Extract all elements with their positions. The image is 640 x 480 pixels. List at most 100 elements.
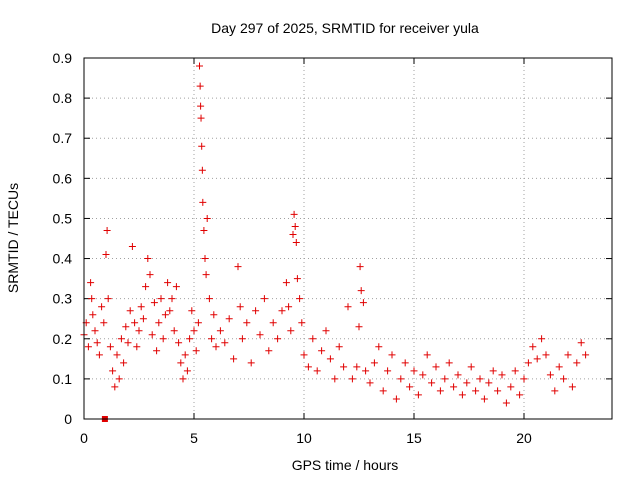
data-point: [269, 319, 277, 327]
data-point: [197, 102, 205, 110]
axis-ticks: 0 0.1 0.2 0.3 0.4 0.5 0.6 0.7 0.8 0.9 0 5 10 15 20: [53, 50, 612, 446]
data-point: [344, 303, 352, 311]
data-point: [300, 351, 308, 359]
data-point: [436, 387, 444, 395]
y-tick-label: 0: [64, 411, 72, 427]
data-point: [476, 375, 484, 383]
data-point: [524, 359, 532, 367]
data-point: [230, 355, 238, 363]
data-point: [157, 295, 165, 303]
data-point: [379, 387, 387, 395]
y-tick-label: 0.2: [53, 331, 73, 347]
data-point: [282, 279, 290, 287]
data-point: [392, 395, 400, 403]
data-point: [146, 271, 154, 279]
data-point: [137, 303, 145, 311]
grid-lines: [84, 58, 612, 419]
data-point: [278, 307, 286, 315]
data-point: [296, 295, 304, 303]
data-point: [529, 343, 537, 351]
data-point: [168, 295, 176, 303]
data-point: [103, 226, 111, 234]
x-axis-title: GPS time / hours: [292, 457, 399, 473]
data-point: [128, 243, 136, 251]
data-point: [221, 339, 229, 347]
data-point: [502, 399, 510, 407]
data-point: [197, 114, 205, 122]
data-point: [87, 279, 95, 287]
data-point: [135, 327, 143, 335]
data-point: [538, 335, 546, 343]
data-point: [109, 367, 117, 375]
data-point: [183, 367, 191, 375]
data-point: [194, 319, 202, 327]
x-tick-label: 0: [80, 430, 88, 446]
data-point: [313, 367, 321, 375]
data-point: [175, 339, 183, 347]
x-tick-label: 20: [516, 430, 532, 446]
data-point: [384, 367, 392, 375]
data-point: [410, 367, 418, 375]
data-point: [322, 327, 330, 335]
data-point: [432, 363, 440, 371]
y-tick-label: 0.7: [53, 130, 73, 146]
data-point: [192, 347, 200, 355]
data-point: [441, 375, 449, 383]
data-point: [340, 363, 348, 371]
y-tick-label: 0.3: [53, 291, 73, 307]
data-point: [256, 331, 264, 339]
data-point: [131, 319, 139, 327]
data-point: [196, 82, 204, 90]
data-point: [98, 303, 106, 311]
data-point: [388, 351, 396, 359]
data-point: [520, 375, 528, 383]
data-point: [200, 226, 208, 234]
data-point: [291, 222, 299, 230]
data-point: [91, 327, 99, 335]
data-point: [353, 363, 361, 371]
data-point: [480, 395, 488, 403]
data-point: [414, 391, 422, 399]
data-point: [247, 359, 255, 367]
data-point: [212, 343, 220, 351]
data-point: [285, 303, 293, 311]
x-tick-label: 10: [296, 430, 312, 446]
data-point: [177, 359, 185, 367]
data-point: [355, 323, 363, 331]
data-point: [551, 387, 559, 395]
data-point: [318, 347, 326, 355]
data-point: [93, 339, 101, 347]
data-point: [148, 331, 156, 339]
data-point: [115, 375, 123, 383]
data-point: [198, 166, 206, 174]
data-point: [290, 210, 298, 218]
data-point: [326, 355, 334, 363]
data-point: [472, 387, 480, 395]
data-point: [366, 379, 374, 387]
data-point: [243, 319, 251, 327]
data-point: [494, 387, 502, 395]
data-point: [150, 299, 158, 307]
x-tick-label: 15: [406, 430, 422, 446]
data-point: [467, 363, 475, 371]
data-point: [370, 359, 378, 367]
data-point: [542, 351, 550, 359]
data-point: [428, 379, 436, 387]
data-point: [375, 343, 383, 351]
data-point: [111, 383, 119, 391]
data-point: [84, 343, 92, 351]
data-point: [208, 335, 216, 343]
data-point: [153, 347, 161, 355]
data-point: [106, 343, 114, 351]
data-point: [485, 379, 493, 387]
data-point: [113, 351, 121, 359]
data-point: [423, 351, 431, 359]
data-point: [498, 371, 506, 379]
data-point: [161, 311, 169, 319]
data-point: [170, 327, 178, 335]
data-point: [122, 323, 130, 331]
data-point: [577, 339, 585, 347]
data-point: [516, 391, 524, 399]
data-point: [309, 335, 317, 343]
